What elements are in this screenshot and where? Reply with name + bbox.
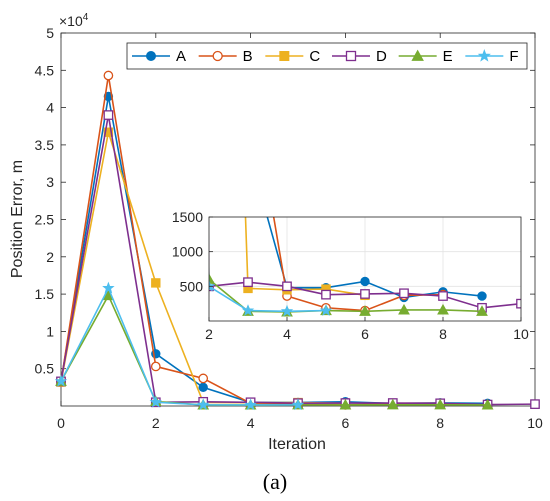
data-point-E — [481, 398, 494, 410]
inset-series-line-F — [209, 264, 327, 313]
legend-entry-D: D — [332, 48, 387, 65]
y-tick-label: 5 — [46, 25, 54, 41]
x-tick-label: 2 — [152, 415, 160, 431]
data-point-C — [151, 278, 161, 288]
y-axis-title: Position Error, m — [9, 160, 26, 278]
legend-entry-E: E — [398, 48, 453, 65]
inset-data-point-E — [476, 305, 488, 316]
inset-data-point-E — [437, 303, 449, 315]
data-point-F — [149, 395, 163, 408]
data-point-E — [339, 398, 352, 410]
legend-entry-A: A — [132, 48, 186, 65]
inset-series-F — [209, 264, 333, 317]
series-line-F — [60, 286, 299, 406]
inset-y-tick-label: 1000 — [172, 244, 203, 260]
y-tick-label: 1 — [46, 323, 54, 339]
inset-data-point-E — [359, 305, 371, 316]
inset-x-tick-label: 10 — [513, 326, 529, 342]
inset-data-point-A — [360, 276, 370, 287]
inset-data-point-D — [438, 291, 448, 301]
y-tick-label: 4.5 — [35, 62, 55, 78]
inset-data-point-F — [209, 279, 216, 292]
y-tick-label: 0.5 — [35, 361, 55, 377]
legend-entry-B: B — [198, 48, 253, 65]
legend-marker-A — [146, 51, 156, 61]
data-point-B — [103, 70, 114, 81]
y-tick-label: 2 — [46, 249, 54, 265]
data-point-D — [530, 399, 540, 409]
data-point-A — [198, 382, 208, 393]
inset-plot: 2 4 6 8 10 500 1000 1500 — [172, 209, 529, 342]
data-point-B — [198, 373, 209, 384]
inset-data-point-D — [282, 281, 292, 292]
legend-label-A: A — [176, 48, 186, 65]
legend-box — [126, 42, 528, 70]
x-tick-label: 6 — [342, 415, 350, 431]
legend-entry-C: C — [265, 48, 320, 65]
data-point-F — [196, 398, 210, 411]
data-point-E — [386, 398, 399, 410]
data-point-F — [54, 374, 68, 387]
x-tick-label: 0 — [57, 415, 65, 431]
legend-marker-F — [477, 49, 491, 62]
legend-marker-D — [345, 50, 357, 62]
y-tick-label: 1.5 — [35, 286, 55, 302]
inset-x-tick-label: 2 — [205, 326, 213, 342]
legend: A B C D E F — [126, 42, 528, 70]
y-tick-label: 2.5 — [35, 212, 55, 228]
inset-data-point-E — [209, 273, 215, 284]
panel-label: (a) — [263, 469, 287, 494]
y-tick-label: 4 — [46, 100, 54, 116]
data-point-F — [291, 398, 305, 411]
legend-label-C: C — [309, 48, 320, 65]
inset-x-tick-label: 4 — [283, 326, 291, 342]
data-point-E — [434, 398, 447, 410]
inset-data-point-F — [280, 304, 294, 317]
legend-marker-B — [212, 50, 223, 62]
legend-marker-C — [279, 51, 290, 61]
x-tick-label: 10 — [527, 415, 543, 431]
main-plot-area — [54, 70, 540, 411]
legend-label-F: F — [509, 48, 518, 65]
legend-label-B: B — [243, 48, 253, 65]
legend-label-E: E — [443, 48, 453, 65]
inset-plot-area — [209, 217, 521, 317]
inset-data-point-D — [360, 289, 370, 299]
inset-data-point-F — [241, 304, 255, 316]
series-F — [54, 281, 305, 411]
legend-entry-F: F — [465, 48, 519, 65]
inset-data-point-D — [243, 277, 253, 288]
data-point-D — [103, 110, 114, 120]
y-tick-label: 3 — [46, 174, 54, 190]
inset-y-tick-label: 1500 — [172, 209, 203, 225]
x-tick-label: 4 — [247, 415, 255, 431]
y-tick-label: 3.5 — [35, 137, 55, 153]
inset-data-point-F — [319, 304, 333, 316]
exponent-label: ×104 — [59, 12, 89, 29]
inset-data-point-D — [321, 289, 331, 300]
inset-x-tick-label: 6 — [361, 326, 369, 342]
data-point-F — [102, 281, 115, 294]
x-tick-label: 8 — [436, 415, 444, 431]
legend-label-D: D — [376, 48, 387, 65]
inset-y-tick-label: 500 — [180, 278, 204, 294]
inset-data-point-E — [398, 303, 410, 315]
inset-x-tick-label: 8 — [439, 326, 447, 342]
inset-data-point-D — [399, 288, 409, 299]
legend-marker-E — [411, 49, 424, 61]
data-point-C — [103, 127, 114, 137]
inset-data-point-A — [477, 291, 487, 301]
data-point-B — [150, 361, 161, 372]
data-point-F — [244, 398, 257, 411]
x-axis-title: Iteration — [268, 436, 326, 453]
